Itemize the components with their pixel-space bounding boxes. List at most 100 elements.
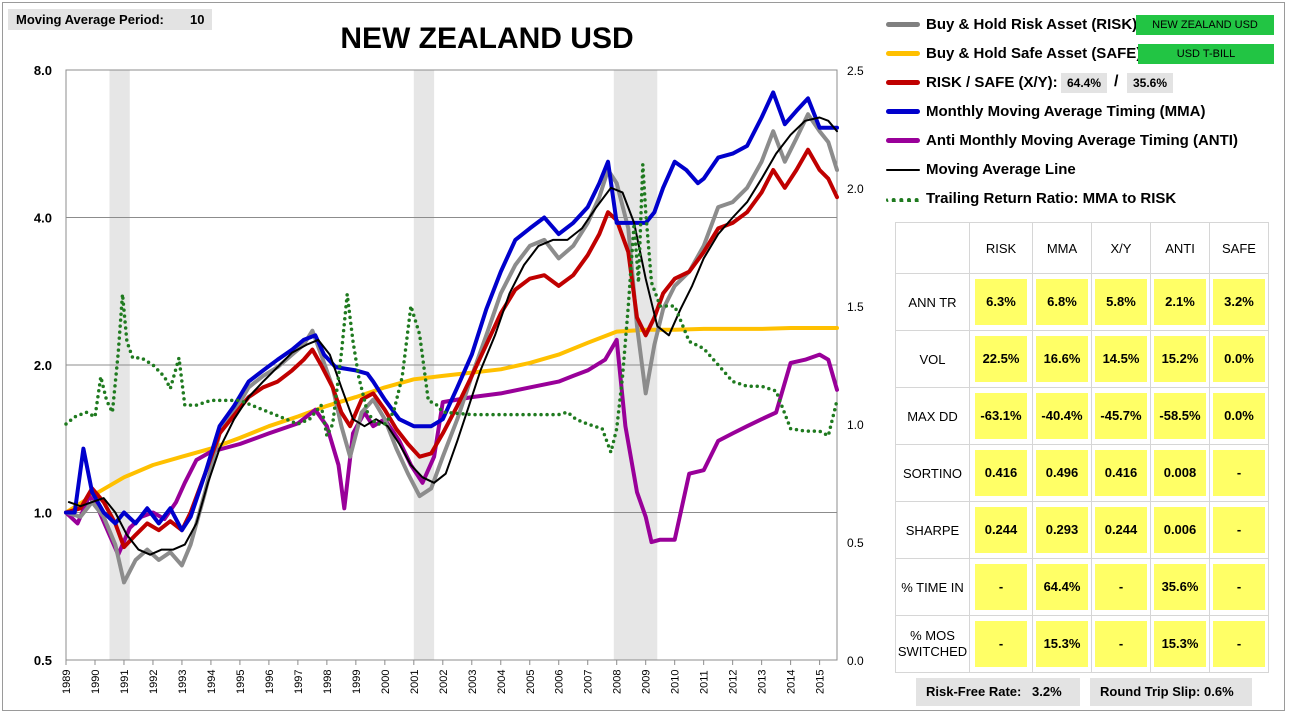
y-tick-label: 4.0: [34, 211, 52, 226]
risk-free-rate: Risk-Free Rate: 3.2%: [916, 678, 1080, 706]
slip-value: 0.6%: [1204, 684, 1234, 699]
x-tick-label: 2002: [438, 670, 450, 694]
stat-cell: 0.244: [1095, 507, 1147, 553]
stat-cell: -: [1095, 564, 1147, 610]
stat-cell: 0.0%: [1213, 336, 1265, 382]
col-header: X/Y: [1091, 222, 1151, 274]
chart-title: NEW ZEALAND USD: [340, 22, 633, 55]
risk-pct-box: 64.4%: [1061, 73, 1107, 93]
legend-ma-line-swatch: [886, 169, 920, 171]
x-tick-label: 1998: [322, 670, 334, 694]
stat-cell: -: [1213, 507, 1265, 553]
y2-tick-label: 2.0: [847, 182, 864, 196]
row-label: % MOS SWITCHED: [895, 615, 970, 673]
stats-corner: [895, 222, 970, 274]
moving-average-value: 10: [190, 12, 205, 27]
series-risk-line: [64, 112, 839, 585]
stat-cell: 0.008: [1154, 450, 1206, 496]
row-label: VOL: [895, 330, 970, 388]
stat-cell: 0.244: [975, 507, 1027, 553]
stat-cell: -40.4%: [1036, 393, 1088, 439]
stat-cell: -: [1213, 621, 1265, 667]
row-label: SORTINO: [895, 444, 970, 502]
legend-trailing-label: Trailing Return Ratio: MMA to RISK: [926, 190, 1177, 207]
stats-row-sortino: SORTINO 0.416 0.496 0.416 0.008 -: [895, 444, 1269, 502]
x-tick-label: 2011: [699, 670, 711, 694]
stats-row-ann-tr: ANN TR 6.3% 6.8% 5.8% 2.1% 3.2%: [895, 273, 1269, 331]
stats-row-sharpe: SHARPE 0.244 0.293 0.244 0.006 -: [895, 501, 1269, 559]
chart-legend: Buy & Hold Risk Asset (RISK): NEW ZEALAN…: [884, 12, 1284, 215]
stat-cell: 15.3%: [1036, 621, 1088, 667]
row-label: SHARPE: [895, 501, 970, 559]
legend-xy-label: RISK / SAFE (X/Y):: [926, 74, 1058, 91]
row-label: ANN TR: [895, 273, 970, 331]
moving-average-period: Moving Average Period: 10: [8, 9, 212, 30]
x-tick-label: 2005: [525, 670, 537, 694]
y2-tick-label: 0.5: [847, 536, 864, 550]
stat-cell: 16.6%: [1036, 336, 1088, 382]
stat-cell: 6.8%: [1036, 279, 1088, 325]
risk-free-label: Risk-Free Rate:: [926, 684, 1022, 699]
x-tick-label: 2004: [496, 670, 508, 694]
row-label: % TIME IN: [895, 558, 970, 616]
stat-cell: 3.2%: [1213, 279, 1265, 325]
legend-mma-swatch: [886, 109, 920, 114]
legend-safe-label: Buy & Hold Safe Asset (SAFE):: [926, 45, 1147, 62]
stat-cell: 0.006: [1154, 507, 1206, 553]
x-tick-label: 2015: [815, 670, 827, 694]
stat-cell: 14.5%: [1095, 336, 1147, 382]
performance-chart: NEW ZEALAND USD 0.5 1.0 2.0 4.0 8.0 0.0 0.5 1.0…: [34, 22, 864, 694]
y2-tick-label: 2.5: [847, 64, 864, 78]
x-tick-label: 2009: [641, 670, 653, 694]
legend-trailing: Trailing Return Ratio: MMA to RISK: [884, 186, 1284, 215]
pct-slash: /: [1114, 73, 1119, 90]
legend-anti-swatch: [886, 138, 920, 143]
stat-cell: -: [1213, 450, 1265, 496]
legend-trailing-swatch: [886, 198, 920, 202]
stat-cell: -: [975, 621, 1027, 667]
x-tick-label: 2006: [554, 670, 566, 694]
x-tick-label: 2014: [786, 670, 798, 694]
stat-cell: 0.0%: [1213, 393, 1265, 439]
y-tick-label: 0.5: [34, 653, 52, 668]
y2-tick-label: 1.5: [847, 300, 864, 314]
x-tick-label: 1990: [90, 670, 102, 694]
round-trip-slip: Round Trip Slip: 0.6%: [1090, 678, 1252, 706]
row-label: MAX DD: [895, 387, 970, 445]
stat-cell: 0.496: [1036, 450, 1088, 496]
y2-tick-label: 1.0: [847, 418, 864, 432]
plot-border: [65, 69, 838, 661]
risk-free-value: 3.2%: [1032, 684, 1062, 699]
stat-cell: -: [1213, 564, 1265, 610]
series-trailing-line: [64, 162, 839, 455]
legend-ma-line: Moving Average Line: [884, 157, 1284, 186]
y-tick-label: 2.0: [34, 358, 52, 373]
row-label-line: % MOS: [910, 628, 955, 643]
series-anti-line: [64, 337, 839, 557]
x-tick-label: 1989: [61, 670, 73, 694]
safe-pct-box: 35.6%: [1127, 73, 1173, 93]
legend-ma-line-label: Moving Average Line: [926, 161, 1076, 178]
stat-cell: 15.2%: [1154, 336, 1206, 382]
legend-safe: Buy & Hold Safe Asset (SAFE): USD T-BILL: [884, 41, 1284, 70]
x-tick-label: 1994: [206, 670, 218, 694]
stat-cell: -45.7%: [1095, 393, 1147, 439]
y-tick-label: 1.0: [34, 506, 52, 521]
legend-anti: Anti Monthly Moving Average Timing (ANTI…: [884, 128, 1284, 157]
legend-risk: Buy & Hold Risk Asset (RISK): NEW ZEALAN…: [884, 12, 1284, 41]
x-tick-label: 2013: [757, 670, 769, 694]
x-tick-label: 1993: [177, 670, 189, 694]
x-tick-label: 2007: [583, 670, 595, 694]
stat-cell: -: [975, 564, 1027, 610]
row-label-line: SWITCHED: [897, 644, 968, 659]
stat-cell: 22.5%: [975, 336, 1027, 382]
x-tick-label: 2000: [380, 670, 392, 694]
legend-xy: RISK / SAFE (X/Y): 64.4% / 35.6%: [884, 70, 1284, 99]
x-tick-label: 1992: [148, 670, 160, 694]
stat-cell: 64.4%: [1036, 564, 1088, 610]
x-tick-label: 1999: [351, 670, 363, 694]
x-tick-label: 1997: [293, 670, 305, 694]
risk-asset-tag: NEW ZEALAND USD: [1136, 15, 1274, 35]
legend-xy-swatch: [886, 80, 920, 85]
